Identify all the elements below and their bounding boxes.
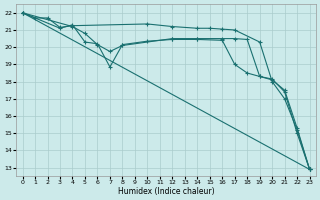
X-axis label: Humidex (Indice chaleur): Humidex (Indice chaleur) [118, 187, 214, 196]
